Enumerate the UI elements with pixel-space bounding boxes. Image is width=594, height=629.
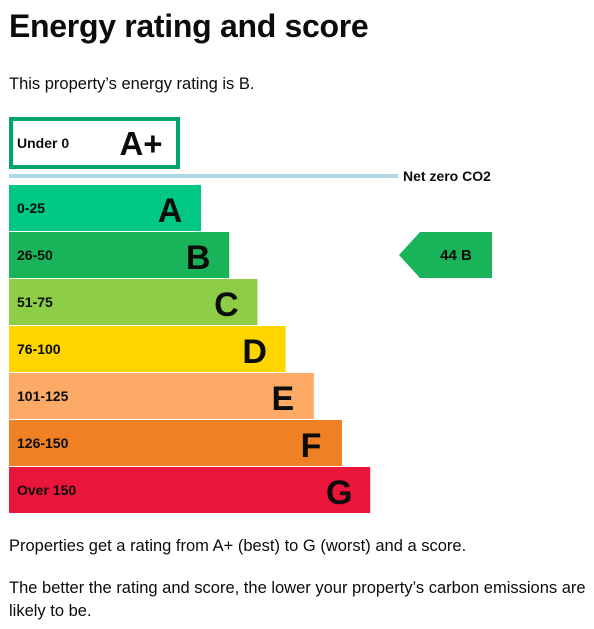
band-g-letter: G bbox=[326, 474, 352, 512]
band-d-range-label: 76-100 bbox=[17, 341, 61, 357]
band-e: 101-125 E bbox=[9, 373, 314, 419]
band-f-range-label: 126-150 bbox=[17, 435, 69, 451]
band-g: Over 150 G bbox=[9, 467, 371, 513]
band-d: 76-100 D bbox=[9, 326, 286, 372]
band-a-plus: Under 0 A+ bbox=[9, 117, 180, 169]
band-f-bar bbox=[9, 420, 342, 466]
band-d-bar bbox=[9, 326, 286, 372]
rating-bands: 0-25 A 26-50 B 51-75 C 76-100 D 101-125 E 126-150 F… bbox=[9, 185, 371, 513]
band-f: 126-150 F bbox=[9, 420, 342, 466]
band-e-bar bbox=[9, 373, 314, 419]
rating-explanation: Properties get a rating from A+ (best) t… bbox=[9, 537, 467, 555]
band-d-letter: D bbox=[242, 333, 267, 371]
band-a-plus-range-label: Under 0 bbox=[17, 135, 69, 151]
net-zero-label: Net zero CO2 bbox=[403, 168, 491, 184]
band-b-letter: B bbox=[186, 239, 211, 277]
current-rating-label: 44 B bbox=[440, 247, 472, 264]
band-a-plus-box bbox=[9, 117, 180, 169]
band-a-plus-letter: A+ bbox=[119, 125, 162, 162]
band-a-range-label: 0-25 bbox=[17, 200, 45, 216]
band-b-bar bbox=[9, 232, 230, 278]
band-a-letter: A bbox=[158, 192, 183, 230]
band-e-range-label: 101-125 bbox=[17, 388, 69, 404]
current-rating-marker: 44 B bbox=[399, 232, 492, 278]
band-e-letter: E bbox=[271, 380, 294, 418]
page-title: Energy rating and score bbox=[9, 8, 369, 44]
band-c-letter: C bbox=[214, 286, 239, 324]
band-b: 26-50 B bbox=[9, 232, 230, 278]
band-g-bar bbox=[9, 467, 371, 513]
band-c: 51-75 C bbox=[9, 279, 258, 325]
band-a: 0-25 A bbox=[9, 185, 201, 231]
band-g-range-label: Over 150 bbox=[17, 482, 76, 498]
band-c-range-label: 51-75 bbox=[17, 294, 53, 310]
band-b-range-label: 26-50 bbox=[17, 247, 53, 263]
current-rating-arrow bbox=[399, 232, 492, 278]
band-c-bar bbox=[9, 279, 258, 325]
rating-summary: This property’s energy rating is B. bbox=[9, 75, 255, 93]
net-zero-reference: Net zero CO2 bbox=[9, 168, 491, 184]
emissions-explanation: The better the rating and score, the low… bbox=[9, 579, 586, 620]
band-f-letter: F bbox=[301, 427, 322, 465]
band-a-bar bbox=[9, 185, 201, 231]
